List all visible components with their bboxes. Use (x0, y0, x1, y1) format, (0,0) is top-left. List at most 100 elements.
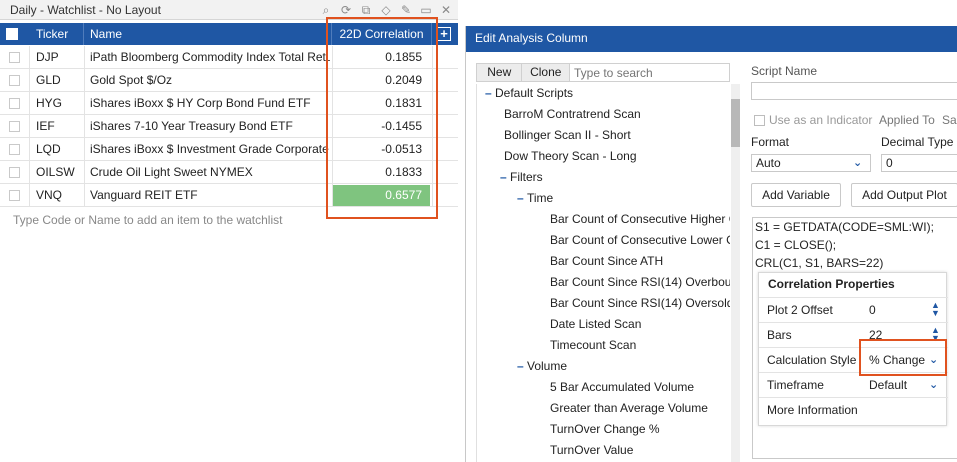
format-label: Format (751, 135, 790, 149)
correlation-column-header[interactable]: 22D Correlation (332, 23, 432, 45)
maximize-icon[interactable]: ▭ (420, 3, 432, 17)
row-checkbox[interactable] (9, 144, 20, 155)
name-cell: iShares 7-10 Year Treasury Bond ETF (90, 119, 293, 133)
close-icon[interactable]: ✕ (440, 3, 452, 17)
table-row[interactable]: IEF iShares 7-10 Year Treasury Bond ETF … (0, 115, 458, 138)
tree-node[interactable]: Date Listed Scan (550, 317, 642, 331)
table-row[interactable]: VNQ Vanguard REIT ETF 0.6577 (0, 184, 458, 207)
collapse-icon[interactable]: – (485, 86, 492, 100)
decimal-type-select[interactable]: 0 (881, 154, 957, 172)
tree-scrollbar[interactable] (731, 84, 740, 462)
script-toolbar: New Clone (476, 63, 730, 82)
tree-node-filters[interactable]: – Filters (500, 170, 543, 184)
more-information-link[interactable]: More Information (767, 403, 858, 417)
ticker-cell: GLD (36, 73, 61, 87)
property-label: Timeframe (767, 378, 824, 392)
scrollbar-thumb[interactable] (731, 99, 740, 147)
editor-title: Edit Analysis Column (475, 31, 588, 45)
applied-to-label: Applied To (879, 113, 935, 127)
add-item-hint[interactable]: Type Code or Name to add an item to the … (13, 213, 283, 227)
correlation-cell: -0.1455 (381, 119, 422, 133)
applied-to-value[interactable]: Sar (942, 113, 957, 127)
tree-node[interactable]: Dow Theory Scan - Long (504, 149, 637, 163)
correlation-cell: 0.1831 (385, 96, 422, 110)
tree-node[interactable]: TurnOver Change % (550, 422, 660, 436)
highlight-box-calculation-style (859, 339, 947, 376)
tree-node[interactable]: Timecount Scan (550, 338, 637, 352)
ticker-column-header[interactable]: Ticker (26, 23, 84, 45)
correlation-properties-popup: Correlation Properties Plot 2 Offset 0 ▲… (758, 272, 948, 426)
row-checkbox[interactable] (9, 75, 20, 86)
table-row[interactable]: OILSW Crude Oil Light Sweet NYMEX 0.1833 (0, 161, 458, 184)
property-value[interactable]: 22 (869, 328, 883, 342)
correlation-cell: 0.1833 (385, 165, 422, 179)
table-row[interactable]: GLD Gold Spot $/Oz 0.2049 (0, 69, 458, 92)
property-row-timeframe: Timeframe Default ⌄ (759, 372, 948, 397)
name-cell: iPath Bloomberg Commodity Index Total Re… (90, 50, 330, 64)
tree-node-volume[interactable]: – Volume (517, 359, 568, 373)
spinner-icon[interactable]: ▲ ▼ (931, 300, 940, 318)
correlation-cell: 0.6577 (385, 188, 422, 202)
watchlist-header-row: Ticker Name 22D Correlation (0, 23, 458, 45)
tree-node[interactable]: Greater than Average Volume (550, 401, 708, 415)
tree-node[interactable]: Bar Count Since ATH (550, 254, 664, 268)
property-value[interactable]: Default (869, 378, 908, 392)
tree-node[interactable]: Bollinger Scan II - Short (504, 128, 631, 142)
property-value[interactable]: 0 (869, 303, 876, 317)
refresh-icon[interactable]: ⟳ (340, 3, 352, 17)
table-row[interactable]: DJP iPath Bloomberg Commodity Index Tota… (0, 46, 458, 69)
collapse-icon[interactable]: – (517, 359, 524, 373)
property-row-bars: Bars 22 ▲ ▼ (759, 322, 948, 347)
select-all-checkbox[interactable] (6, 28, 18, 40)
tree-node[interactable]: Bar Count of Consecutive Lower Clo (550, 233, 730, 247)
tree-node[interactable]: Bar Count Since RSI(14) Overbought (550, 275, 730, 289)
name-column-header[interactable]: Name (84, 23, 332, 45)
pin-icon[interactable]: ✎ (400, 3, 412, 17)
collapse-icon[interactable]: – (500, 170, 507, 184)
chevron-down-icon[interactable]: ⌄ (929, 354, 939, 366)
new-button[interactable]: New (477, 64, 523, 81)
row-checkbox[interactable] (9, 52, 20, 63)
use-as-indicator-checkbox[interactable] (754, 115, 765, 126)
add-variable-button[interactable]: Add Variable (751, 183, 841, 207)
script-tree: – Default Scripts BarroM Contratrend Scan… (476, 84, 730, 462)
tree-node[interactable]: TurnOver Value (550, 443, 634, 457)
name-cell: Vanguard REIT ETF (90, 188, 198, 202)
correlation-cell: -0.0513 (381, 142, 422, 156)
code-line: S1 = GETDATA(CODE=SML:WI); (755, 220, 934, 234)
script-name-input[interactable] (751, 82, 957, 100)
property-row-plot-2-offset: Plot 2 Offset 0 ▲ ▼ (759, 297, 948, 322)
ticker-cell: VNQ (36, 188, 63, 202)
table-row[interactable]: HYG iShares iBoxx $ HY Corp Bond Fund ET… (0, 92, 458, 115)
tree-node[interactable]: BarroM Contratrend Scan (504, 107, 641, 121)
row-checkbox[interactable] (9, 167, 20, 178)
clone-button[interactable]: Clone (522, 64, 570, 81)
chevron-down-icon[interactable]: ⌄ (853, 157, 863, 169)
spinner-icon[interactable]: ▲ ▼ (931, 325, 940, 343)
name-cell: iShares iBoxx $ HY Corp Bond Fund ETF (90, 96, 311, 110)
tree-node[interactable]: Bar Count Since RSI(14) Oversold (550, 296, 730, 310)
table-row[interactable]: LQD iShares iBoxx $ Investment Grade Cor… (0, 138, 458, 161)
row-checkbox[interactable] (9, 121, 20, 132)
row-checkbox[interactable] (9, 98, 20, 109)
diamond-icon[interactable]: ◇ (381, 3, 391, 17)
add-output-plot-button[interactable]: Add Output Plot (851, 183, 957, 207)
tree-node[interactable]: Bar Count of Consecutive Higher Cl (550, 212, 730, 226)
edit-analysis-column-dialog: Edit Analysis Column New Clone –Default … (465, 26, 957, 462)
chevron-down-icon[interactable]: ⌄ (929, 379, 939, 391)
tree-node-default-scripts[interactable]: – Default Scripts (485, 86, 574, 100)
code-line: C1 = CLOSE(); (755, 238, 837, 252)
property-label: Plot 2 Offset (767, 303, 833, 317)
tree-node[interactable]: 5 Bar Accumulated Volume (550, 380, 695, 394)
row-checkbox[interactable] (9, 190, 20, 201)
collapse-icon[interactable]: – (517, 191, 524, 205)
tree-node-time[interactable]: – Time (517, 191, 554, 205)
duplicate-icon[interactable]: ⧉ (361, 3, 371, 17)
format-select[interactable]: Auto (751, 154, 871, 172)
script-search-input[interactable] (570, 64, 729, 81)
property-value[interactable]: % Change (869, 353, 926, 367)
ticker-cell: LQD (36, 142, 61, 156)
search-icon[interactable]: ⌕ (322, 3, 330, 17)
add-column-icon[interactable]: + (437, 27, 451, 41)
format-select-value: Auto (756, 156, 781, 170)
